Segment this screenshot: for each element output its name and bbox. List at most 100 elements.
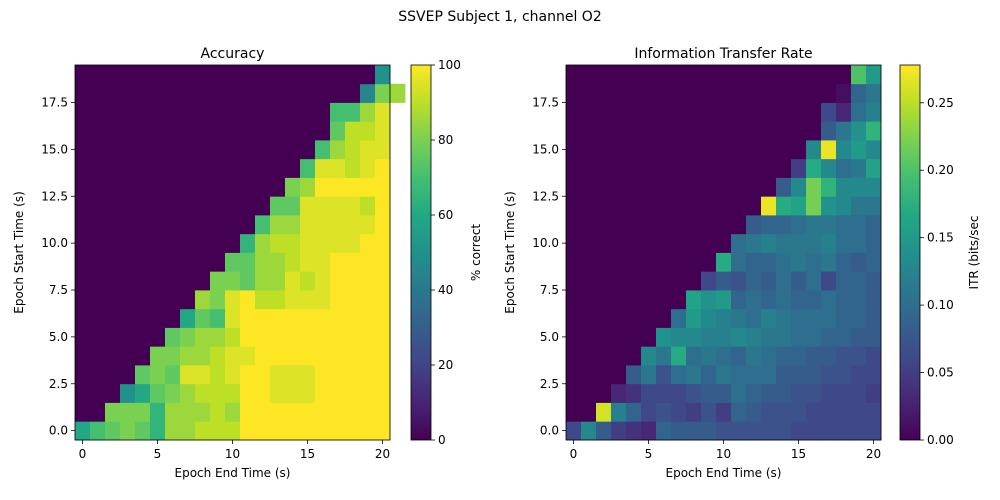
- heatmap-cell: [671, 327, 687, 347]
- heatmap-cell: [180, 308, 196, 328]
- heatmap-cell: [866, 308, 882, 328]
- heatmap-cell: [330, 65, 346, 85]
- heatmap-cell: [270, 365, 286, 385]
- heatmap-cell: [150, 215, 166, 235]
- heatmap-cell: [566, 233, 582, 253]
- heatmap-cell: [195, 327, 211, 347]
- heatmap-cell: [300, 327, 316, 347]
- heatmap-cell: [566, 196, 582, 216]
- heatmap-cell: [596, 83, 612, 103]
- acc-y-axis-label: Epoch Start Time (s): [12, 191, 26, 313]
- y-tick-label: 7.5: [49, 283, 68, 297]
- heatmap-cell: [731, 271, 747, 291]
- heatmap-cell: [566, 327, 582, 347]
- heatmap-cell: [641, 158, 657, 178]
- heatmap-cell: [731, 383, 747, 403]
- heatmap-cell: [195, 215, 211, 235]
- heatmap-cell: [105, 346, 121, 366]
- heatmap-cell: [866, 140, 882, 160]
- heatmap-cell: [330, 327, 346, 347]
- heatmap-cell: [270, 271, 286, 291]
- heatmap-cell: [581, 83, 597, 103]
- heatmap-cell: [255, 346, 271, 366]
- y-tick-label: 0.0: [540, 424, 559, 438]
- heatmap-cell: [135, 196, 151, 216]
- heatmap-cell: [611, 196, 627, 216]
- heatmap-cell: [596, 252, 612, 272]
- heatmap-cell: [746, 383, 762, 403]
- heatmap-cell: [345, 327, 361, 347]
- heatmap-cell: [836, 140, 852, 160]
- heatmap-cell: [596, 290, 612, 310]
- heatmap-cell: [375, 158, 391, 178]
- heatmap-cell: [851, 158, 867, 178]
- heatmap-cell: [806, 383, 822, 403]
- heatmap-cell: [731, 140, 747, 160]
- heatmap-cell: [105, 140, 121, 160]
- heatmap-cell: [626, 290, 642, 310]
- heatmap-cell: [180, 140, 196, 160]
- itr-panel: 0 5 10 15 20 0.0 2.5 5.0 7.5 10.0 12.5 15.0 17.5 Info…: [503, 46, 981, 480]
- heatmap-cell: [671, 83, 687, 103]
- heatmap-cell: [375, 102, 391, 122]
- heatmap-cell: [270, 383, 286, 403]
- heatmap-cell: [285, 327, 301, 347]
- heatmap-cell: [731, 177, 747, 197]
- heatmap-cell: [836, 83, 852, 103]
- heatmap-cell: [866, 365, 882, 385]
- heatmap-cell: [761, 215, 777, 235]
- heatmap-cell: [746, 83, 762, 103]
- heatmap-cell: [836, 196, 852, 216]
- heatmap-cell: [285, 290, 301, 310]
- heatmap-cell: [656, 177, 672, 197]
- heatmap-cell: [791, 421, 807, 441]
- y-tick-label: 17.5: [532, 96, 559, 110]
- heatmap-cell: [135, 327, 151, 347]
- heatmap-cell: [611, 65, 627, 85]
- heatmap-cell: [686, 271, 702, 291]
- heatmap-cell: [581, 121, 597, 141]
- heatmap-cell: [746, 196, 762, 216]
- heatmap-cell: [345, 158, 361, 178]
- heatmap-cell: [656, 65, 672, 85]
- heatmap-cell: [836, 233, 852, 253]
- heatmap-cell: [656, 102, 672, 122]
- heatmap-cell: [120, 121, 136, 141]
- heatmap-cell: [360, 121, 376, 141]
- heatmap-cell: [566, 83, 582, 103]
- heatmap-cell: [210, 271, 226, 291]
- heatmap-cell: [135, 346, 151, 366]
- figure-title: SSVEP Subject 1, channel O2: [398, 9, 601, 25]
- heatmap-cell: [150, 402, 166, 422]
- heatmap-cell: [315, 196, 331, 216]
- heatmap-cell: [75, 383, 91, 403]
- heatmap-cell: [611, 233, 627, 253]
- y-tick-label: 17.5: [41, 96, 68, 110]
- heatmap-cell: [375, 233, 391, 253]
- y-tick-label: 10.0: [41, 236, 68, 250]
- heatmap-cell: [626, 83, 642, 103]
- heatmap-cell: [761, 158, 777, 178]
- heatmap-cell: [806, 252, 822, 272]
- heatmap-cell: [716, 158, 732, 178]
- heatmap-cell: [135, 102, 151, 122]
- heatmap-cell: [330, 252, 346, 272]
- heatmap-cell: [375, 383, 391, 403]
- heatmap-cell: [330, 140, 346, 160]
- heatmap-cell: [656, 346, 672, 366]
- heatmap-cell: [255, 158, 271, 178]
- heatmap-cell: [866, 158, 882, 178]
- heatmap-cell: [641, 215, 657, 235]
- y-tick-label: 2.5: [540, 377, 559, 391]
- heatmap-cell: [806, 177, 822, 197]
- heatmap-cell: [195, 102, 211, 122]
- heatmap-cell: [611, 271, 627, 291]
- heatmap-cell: [701, 290, 717, 310]
- heatmap-cell: [360, 402, 376, 422]
- heatmap-cell: [285, 65, 301, 85]
- heatmap-cell: [165, 290, 181, 310]
- heatmap-cell: [671, 140, 687, 160]
- colorbar-tick-label: 0.20: [927, 163, 954, 177]
- heatmap-cell: [135, 421, 151, 441]
- heatmap-cell: [195, 140, 211, 160]
